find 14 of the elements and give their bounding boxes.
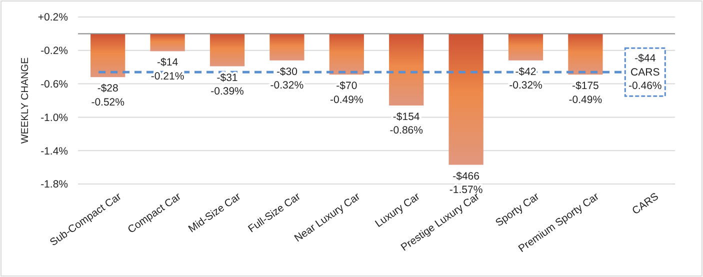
data-label: -$70 -0.49% <box>330 80 364 106</box>
data-label: -$154 -0.86% <box>390 111 423 137</box>
data-label: -$28 -0.52% <box>91 82 124 108</box>
y-tick-label: -1.0% <box>40 112 68 124</box>
ref-line-label: -$44 CARS -0.46% <box>628 52 662 92</box>
data-label: -$175 -0.49% <box>568 80 602 106</box>
y-axis-title: WEEKLY CHANGE <box>20 57 31 144</box>
data-label: -$14 -0.21% <box>150 56 184 82</box>
y-tick-label: +0.2% <box>38 12 68 24</box>
y-tick-label: -0.6% <box>40 78 68 90</box>
data-label: -$31 -0.39% <box>210 72 244 98</box>
y-tick-label: -0.2% <box>40 45 68 58</box>
y-tick-label: -1.8% <box>40 178 68 191</box>
y-tick-label: -1.4% <box>40 145 68 158</box>
